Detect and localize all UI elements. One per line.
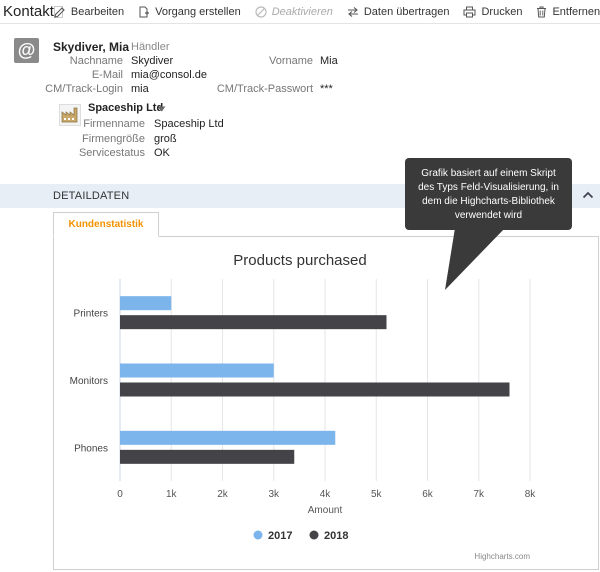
chevron-down-icon[interactable] <box>157 106 166 112</box>
deactivate-label: Deaktivieren <box>271 5 333 18</box>
details-section-title: DETAILDATEN <box>53 190 130 202</box>
company-name[interactable]: Spaceship Ltd <box>88 102 164 114</box>
email-value[interactable]: mia@consol.de <box>131 69 207 81</box>
x-tick-label: 0 <box>117 489 123 500</box>
deactivate-button[interactable]: Deaktivieren <box>255 6 333 18</box>
transfer-button[interactable]: Daten übertragen <box>347 5 450 18</box>
email-avatar-icon: @ <box>14 38 39 63</box>
tooltip-line-4: verwendet wird <box>454 210 523 221</box>
category-label: Phones <box>74 443 108 454</box>
edit-button[interactable]: Bearbeiten <box>53 5 125 18</box>
bar-2017-monitors <box>120 363 274 378</box>
new-document-icon <box>139 6 150 17</box>
remove-label: Entfernen <box>552 5 600 18</box>
x-tick-label: 8k <box>525 489 537 500</box>
x-axis-title: Amount <box>308 505 343 516</box>
bar-2017-phones <box>120 430 336 445</box>
x-tick-label: 5k <box>371 489 383 500</box>
bar-2018-phones <box>120 449 295 464</box>
size-value: groß <box>154 133 177 145</box>
x-tick-label: 7k <box>473 489 485 500</box>
service-value: OK <box>154 147 170 159</box>
login-value: mia <box>131 83 149 95</box>
print-button[interactable]: Drucken <box>463 6 522 18</box>
bar-2018-printers <box>120 315 387 330</box>
create-case-button[interactable]: Vorgang erstellen <box>138 6 241 18</box>
pencil-icon <box>53 5 65 18</box>
firmname-value: Spaceship Ltd <box>154 118 224 130</box>
block-icon <box>255 5 267 18</box>
x-tick-label: 1k <box>166 489 178 500</box>
category-label: Monitors <box>70 376 108 387</box>
toolbar: Kontakt Bearbeiten Vorgang erstellen Dea… <box>0 0 600 24</box>
legend-label-2017: 2017 <box>268 530 292 542</box>
tooltip-line-2: des Typs Feld-Visualisierung, in <box>418 182 559 193</box>
transfer-icon <box>347 6 358 17</box>
bar-chart: Products purchased 0 1k 2k 3k 4k 5k 6k 7k 8k Amoun… <box>70 252 537 561</box>
contact-name: Skydiver, Mia <box>53 40 130 54</box>
x-tick-label: 2k <box>217 489 229 500</box>
email-label: E-Mail <box>91 69 123 81</box>
x-tick-label: 3k <box>268 489 280 500</box>
tab-customer-statistics[interactable]: Kundenstatistik <box>53 212 159 237</box>
bar-2018-monitors <box>120 382 510 397</box>
contact-role: Händler <box>131 41 170 53</box>
legend-label-2018: 2018 <box>324 530 348 542</box>
legend-marker-2017 <box>253 530 263 540</box>
chevron-up-icon[interactable] <box>582 190 594 200</box>
legend-marker-2018 <box>309 530 319 540</box>
chart-title: Products purchased <box>233 252 366 269</box>
trash-icon <box>537 6 547 17</box>
size-label: Firmengröße <box>82 133 145 145</box>
category-label: Printers <box>74 309 108 320</box>
password-value: *** <box>320 83 333 95</box>
firstname-value: Mia <box>320 55 338 67</box>
info-tooltip: Grafik basiert auf einem Skript des Typs… <box>405 158 572 230</box>
create-case-label: Vorgang erstellen <box>155 5 241 18</box>
print-label: Drucken <box>481 5 523 18</box>
factory-icon <box>59 104 81 126</box>
printer-icon <box>463 6 476 17</box>
chart-panel: Products purchased 0 1k 2k 3k 4k 5k 6k 7k 8k Amoun… <box>53 236 599 570</box>
bar-2017-printers <box>120 296 172 311</box>
lastname-value: Skydiver <box>131 55 174 67</box>
tooltip-line-3: dem die Highcharts-Bibliothek <box>422 196 555 207</box>
remove-button[interactable]: Entfernen <box>536 6 600 18</box>
service-label: Servicestatus <box>78 147 145 159</box>
tooltip-line-1: Grafik basiert auf einem Skript <box>421 168 556 179</box>
edit-label: Bearbeiten <box>70 5 125 18</box>
firmname-label: Firmenname <box>83 118 145 130</box>
password-label: CM/Track-Passwort <box>216 83 313 95</box>
x-tick-label: 4k <box>320 489 332 500</box>
firstname-label: Vorname <box>268 55 313 67</box>
x-tick-label: 6k <box>422 489 434 500</box>
lastname-label: Nachname <box>69 55 123 67</box>
transfer-label: Daten übertragen <box>363 5 450 18</box>
login-label: CM/Track-Login <box>45 83 123 95</box>
chart-credits: Highcharts.com <box>474 552 530 561</box>
app-title: Kontakt <box>3 3 54 20</box>
